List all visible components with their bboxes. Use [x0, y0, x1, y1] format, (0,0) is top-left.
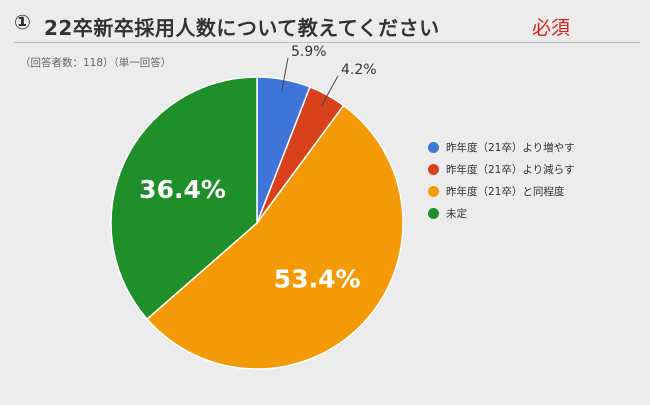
- respondent-note: （回答者数：118）（単一回答）: [20, 57, 172, 69]
- slice-value-label: 4.2%: [341, 62, 377, 78]
- legend-label: 昨年度（21卒）より増やす: [446, 141, 575, 154]
- legend-item-decrease: 昨年度（21卒）より減らす: [428, 158, 575, 180]
- legend-item-undecided: 未定: [428, 202, 575, 224]
- slice-value-label: 5.9%: [291, 44, 327, 60]
- slice-value-label: 36.4%: [139, 175, 226, 204]
- required-label: 必須: [532, 17, 571, 39]
- legend-swatch-blue: [428, 141, 439, 153]
- legend-item-increase: 昨年度（21卒）より増やす: [428, 136, 575, 158]
- slice-value-label: 53.4%: [274, 264, 361, 293]
- chart-legend: 昨年度（21卒）より増やす 昨年度（21卒）より減らす 昨年度（21卒）と同程度…: [428, 136, 575, 224]
- leader-line: [281, 57, 289, 92]
- title-divider: [14, 42, 640, 43]
- legend-label: 昨年度（21卒）より減らす: [446, 163, 575, 176]
- question-title: 22卒新卒採用人数について教えてください: [44, 16, 440, 40]
- legend-swatch-green: [428, 207, 439, 219]
- slice-same: [146, 104, 404, 370]
- legend-swatch-red: [428, 163, 439, 175]
- leader-line: [321, 75, 339, 106]
- legend-swatch-orange: [428, 185, 439, 197]
- question-number: ①: [14, 10, 31, 34]
- legend-label: 未定: [446, 207, 467, 220]
- legend-label: 昨年度（21卒）と同程度: [446, 185, 565, 198]
- slice-undecided: [110, 76, 258, 321]
- legend-item-same: 昨年度（21卒）と同程度: [428, 180, 575, 202]
